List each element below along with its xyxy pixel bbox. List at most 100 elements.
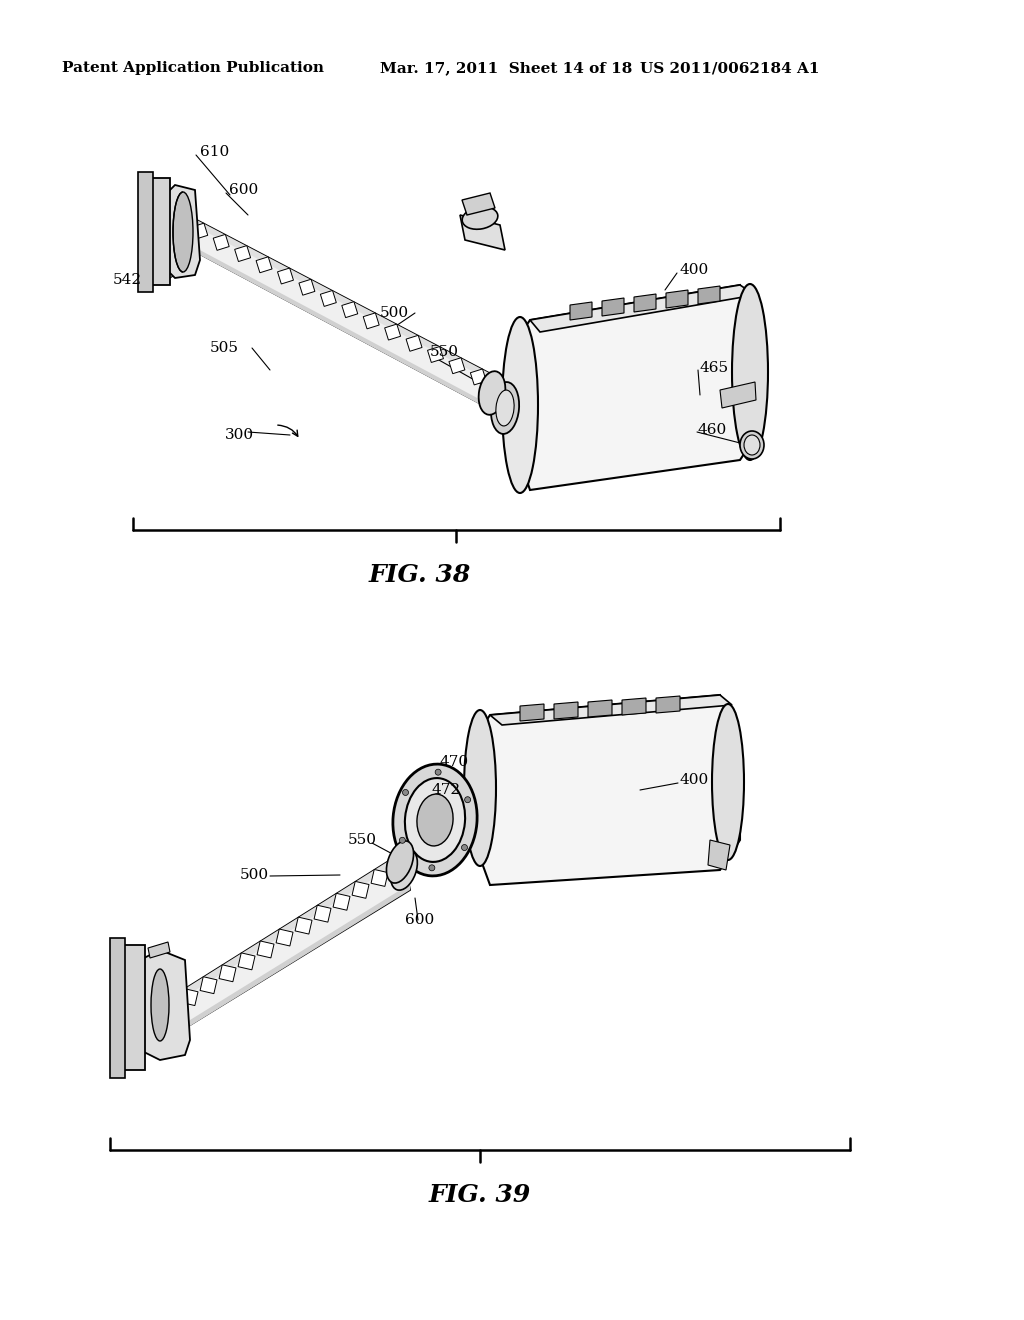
Polygon shape [120,945,145,1071]
Ellipse shape [402,789,409,796]
Polygon shape [530,285,755,333]
Polygon shape [321,290,336,306]
Polygon shape [698,286,720,304]
Text: 542: 542 [113,273,142,286]
Polygon shape [110,939,125,1078]
Polygon shape [276,929,293,946]
Text: FIG. 39: FIG. 39 [429,1183,531,1206]
Polygon shape [219,965,236,982]
Polygon shape [165,185,200,279]
Polygon shape [352,882,369,899]
Polygon shape [390,858,407,874]
Text: Patent Application Publication: Patent Application Publication [62,61,324,75]
Text: 600: 600 [229,183,258,197]
Polygon shape [193,218,493,381]
Polygon shape [213,235,229,251]
Text: 600: 600 [406,913,434,927]
Polygon shape [256,257,272,273]
Text: 400: 400 [680,263,710,277]
Ellipse shape [744,436,760,455]
Polygon shape [175,851,410,1030]
Text: 300: 300 [225,428,254,442]
Polygon shape [427,347,443,363]
Ellipse shape [478,371,506,414]
Polygon shape [588,700,612,717]
Polygon shape [510,285,760,490]
Text: 550: 550 [348,833,377,847]
Polygon shape [570,302,592,319]
Polygon shape [554,702,578,719]
Polygon shape [182,884,410,1031]
Polygon shape [148,178,170,285]
Polygon shape [371,870,388,887]
Ellipse shape [712,704,744,861]
Polygon shape [470,370,486,385]
Polygon shape [470,696,740,884]
Ellipse shape [417,795,453,846]
Ellipse shape [393,764,477,876]
Text: 505: 505 [210,341,239,355]
Ellipse shape [429,865,435,871]
Polygon shape [238,953,255,970]
Ellipse shape [740,432,764,459]
Polygon shape [333,894,350,911]
Ellipse shape [386,841,414,883]
Polygon shape [520,704,544,721]
Text: 472: 472 [432,783,461,797]
Text: 610: 610 [200,145,229,158]
Text: US 2011/0062184 A1: US 2011/0062184 A1 [640,61,819,75]
Polygon shape [634,294,656,312]
Polygon shape [364,313,379,329]
Polygon shape [490,696,732,725]
Text: 550: 550 [430,345,459,359]
Polygon shape [295,917,312,935]
Polygon shape [138,172,153,292]
Polygon shape [196,248,496,413]
Polygon shape [407,335,422,351]
Polygon shape [257,941,274,958]
Ellipse shape [490,381,519,434]
Polygon shape [181,989,198,1006]
Polygon shape [708,840,730,870]
Polygon shape [622,698,646,715]
Polygon shape [193,218,496,412]
Text: 500: 500 [380,306,410,319]
Ellipse shape [404,777,465,862]
Ellipse shape [464,710,496,866]
Polygon shape [314,906,331,923]
Text: 500: 500 [240,869,269,882]
Ellipse shape [496,389,514,426]
Polygon shape [299,280,315,296]
Ellipse shape [151,969,169,1041]
Ellipse shape [390,850,418,890]
Polygon shape [666,290,688,308]
Polygon shape [462,193,495,215]
Text: 400: 400 [680,774,710,787]
Polygon shape [460,215,505,249]
Polygon shape [140,950,190,1060]
Polygon shape [602,298,624,315]
Polygon shape [234,246,251,261]
Ellipse shape [435,770,441,775]
Text: Mar. 17, 2011  Sheet 14 of 18: Mar. 17, 2011 Sheet 14 of 18 [380,61,633,75]
Ellipse shape [732,284,768,459]
Ellipse shape [465,797,471,803]
Text: 465: 465 [700,360,729,375]
Polygon shape [720,381,756,408]
Ellipse shape [462,207,498,230]
Polygon shape [200,977,217,994]
Polygon shape [278,268,294,284]
Polygon shape [175,851,403,1003]
Polygon shape [385,325,400,341]
Polygon shape [449,358,465,374]
Polygon shape [148,942,170,958]
Ellipse shape [399,837,406,843]
Text: 470: 470 [440,755,469,770]
Ellipse shape [502,317,538,492]
Ellipse shape [462,845,468,850]
Polygon shape [191,223,208,239]
Ellipse shape [173,191,193,272]
Text: FIG. 38: FIG. 38 [369,564,471,587]
Text: 460: 460 [698,422,727,437]
Polygon shape [342,302,357,318]
